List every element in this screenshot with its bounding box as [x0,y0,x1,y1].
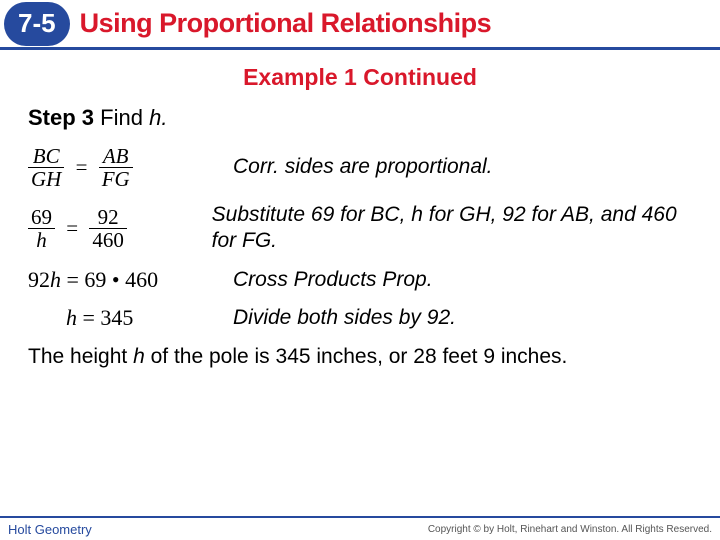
solve-lhs: h = 345 [28,305,233,331]
lhs-post: = 345 [77,305,133,330]
step-text: Find [100,105,143,130]
fraction: 69 h [28,206,55,251]
substitution-lhs: 69 h = 92 460 [28,206,212,251]
footer-bar: Holt Geometry Copyright © by Holt, Rineh… [0,516,720,540]
footer-left: Holt Geometry [8,522,92,537]
lesson-title: Using Proportional Relationships [80,8,492,39]
denominator: GH [28,168,64,190]
substitution-reason: Substitute 69 for BC, h for GH, 92 for A… [212,202,692,255]
conclusion: The height h of the pole is 345 inches, … [28,343,692,370]
numerator: 69 [28,206,55,229]
conclusion-post: of the pole is 345 inches, or 28 feet 9 … [145,345,568,368]
step-label: Step 3 [28,105,94,130]
numerator: BC [28,145,64,168]
denominator: 460 [89,229,127,251]
equals-sign: = [60,216,84,241]
dot-icon: • [112,267,120,292]
conclusion-var: h [133,345,145,368]
lhs-tail: 460 [120,267,159,292]
solve-row: h = 345 Divide both sides by 92. [28,305,692,331]
substitution-row: 69 h = 92 460 Substitute 69 for BC, h fo… [28,202,692,255]
lhs-pre: 92 [28,267,50,292]
lesson-number: 7-5 [18,8,56,39]
fraction: 92 460 [89,206,127,251]
example-subtitle: Example 1 Continued [0,64,720,91]
lhs-var: h [50,267,61,292]
denominator: FG [99,168,133,190]
cross-product-lhs: 92h = 69 • 460 [28,267,233,293]
header-bar: 7-5 Using Proportional Relationships [0,0,720,50]
proportion-reason: Corr. sides are proportional. [233,154,493,180]
numerator: AB [99,145,133,168]
denominator: h [28,229,55,251]
footer-copyright: Copyright © by Holt, Rinehart and Winsto… [428,524,712,535]
fraction: AB FG [99,145,133,190]
content-area: Step 3 Find h. BC GH = AB FG Corr. sides… [0,91,720,370]
solve-reason: Divide both sides by 92. [233,305,456,331]
equals-sign: = [70,155,94,180]
lesson-badge: 7-5 [4,2,70,46]
cross-product-reason: Cross Products Prop. [233,267,433,293]
numerator: 92 [89,206,127,229]
step-line: Step 3 Find h. [28,105,692,131]
step-var: h. [149,105,167,130]
fraction: BC GH [28,145,64,190]
proportion-row: BC GH = AB FG Corr. sides are proportion… [28,145,692,190]
cross-product-row: 92h = 69 • 460 Cross Products Prop. [28,267,692,293]
lhs-var: h [66,305,77,330]
conclusion-pre: The height [28,345,133,368]
proportion-lhs: BC GH = AB FG [28,145,233,190]
lhs-post: = 69 [61,267,112,292]
